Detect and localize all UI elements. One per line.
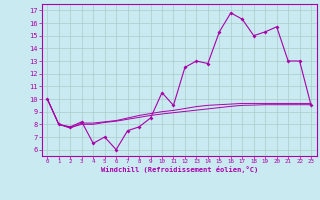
X-axis label: Windchill (Refroidissement éolien,°C): Windchill (Refroidissement éolien,°C) xyxy=(100,166,258,173)
